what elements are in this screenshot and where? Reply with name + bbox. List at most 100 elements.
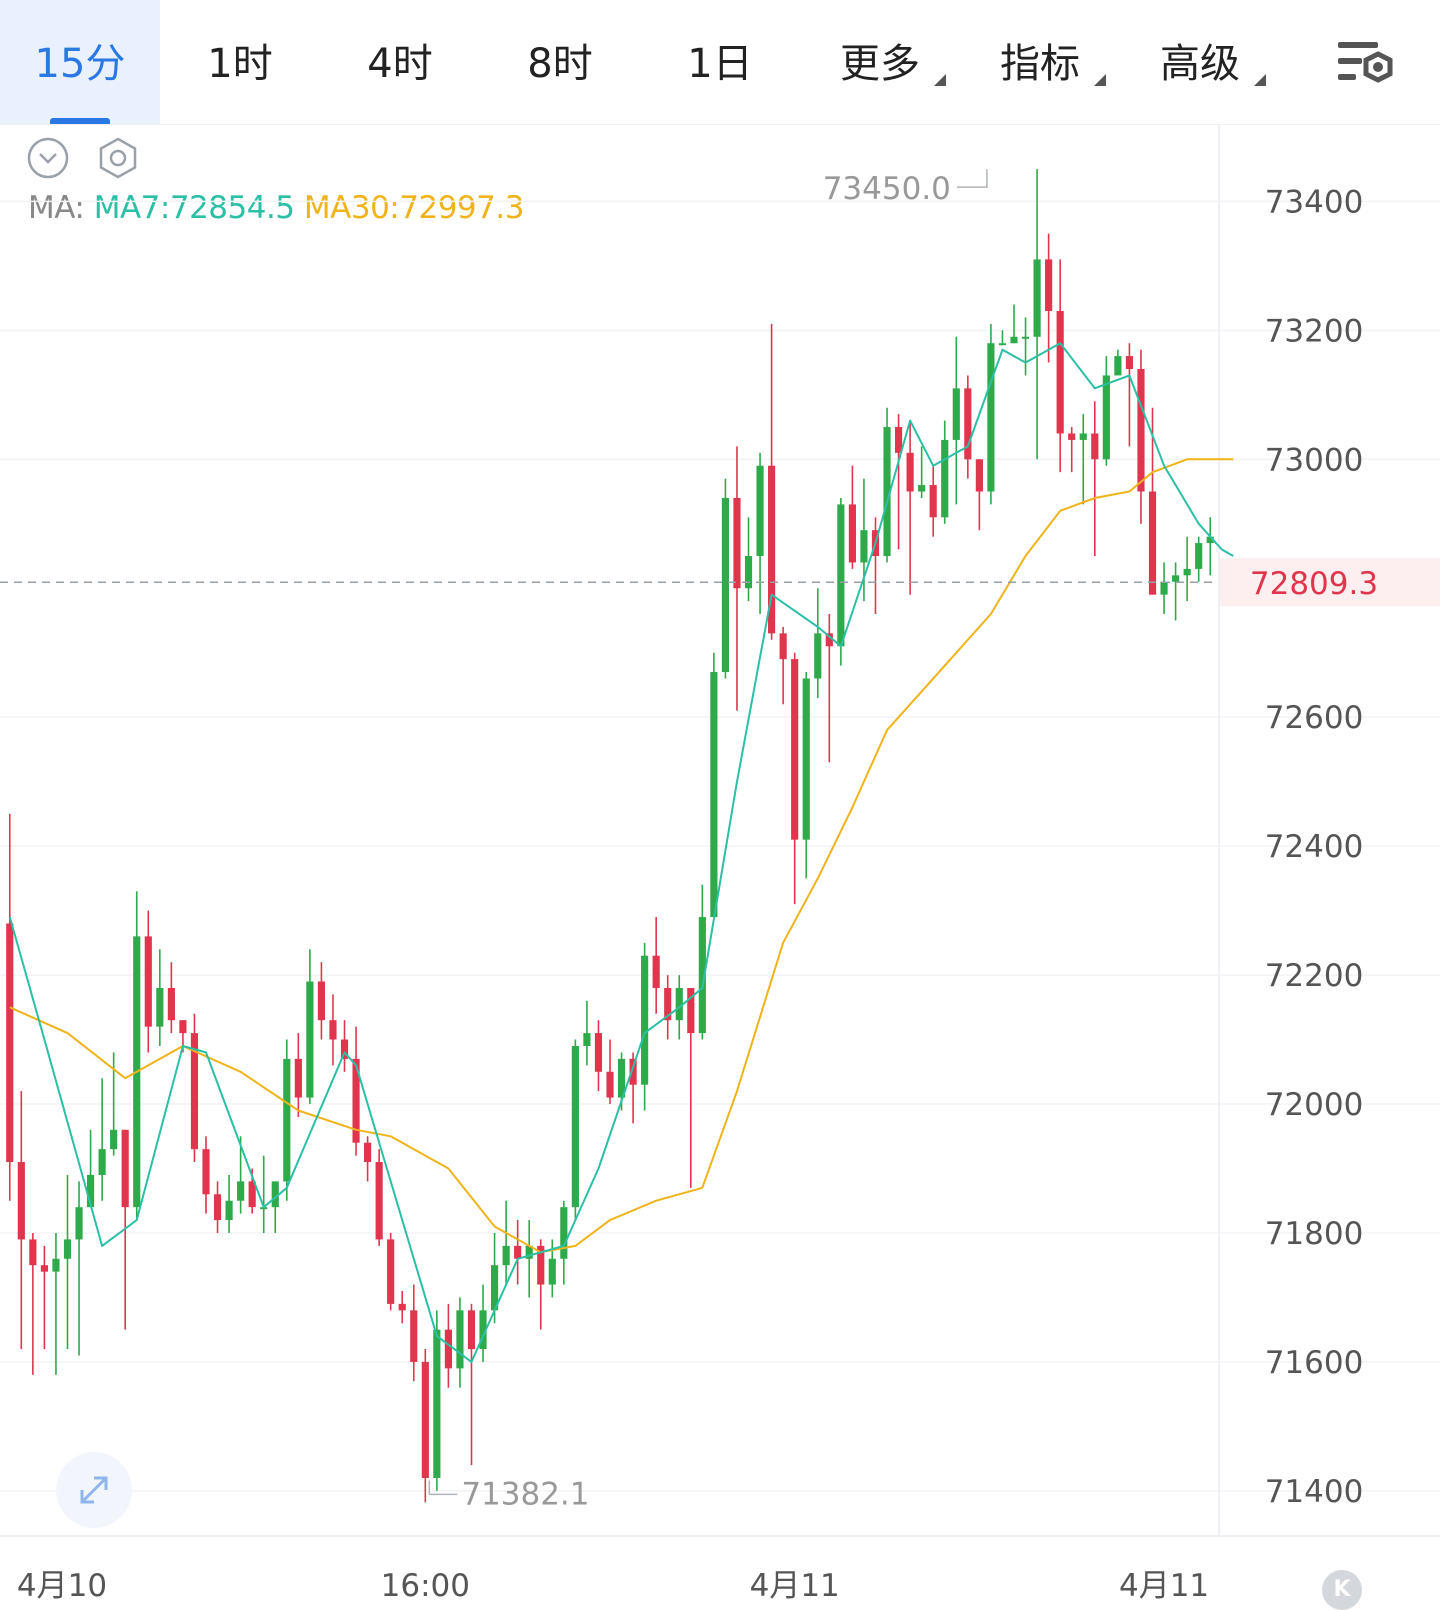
interval-tab-bar: 15分 1时 4时 8时 1日 更多 指标 高级 xyxy=(0,0,1440,125)
candle-body xyxy=(433,1329,441,1478)
ma7-value: MA7:72854.5 xyxy=(93,190,295,226)
expand-chart-button[interactable] xyxy=(56,1452,132,1528)
last-price-label: 72809.3 xyxy=(1250,566,1378,602)
candle-body xyxy=(837,504,845,647)
high-price-label: 73450.0 xyxy=(823,171,951,207)
candle-body xyxy=(6,923,14,1163)
candle-body xyxy=(121,1129,129,1208)
tab-15min[interactable]: 15分 xyxy=(0,0,160,124)
candle-body xyxy=(490,1265,499,1311)
candle-body xyxy=(814,633,822,679)
candle-body xyxy=(421,1361,429,1478)
candle-body xyxy=(998,343,1007,346)
candle-body xyxy=(1206,536,1214,544)
candle-body xyxy=(687,987,695,1034)
candle-body xyxy=(768,465,776,634)
low-price-label: 71382.1 xyxy=(461,1476,589,1512)
candle-body xyxy=(29,1239,37,1266)
indicator-settings-button[interactable] xyxy=(96,136,140,180)
candle-body xyxy=(964,388,972,460)
candle-body xyxy=(1091,433,1099,460)
candle-body xyxy=(352,1058,360,1143)
candle-body xyxy=(791,659,799,840)
ma-label: MA: xyxy=(28,190,85,226)
y-tick-label: 73000 xyxy=(1265,442,1364,478)
candle-body xyxy=(1045,259,1053,311)
candle-body xyxy=(525,1245,533,1259)
last-price-tag xyxy=(1220,558,1440,607)
candle-body xyxy=(721,497,730,673)
candle-body xyxy=(375,1162,383,1240)
ma-legend: MA: MA7:72854.5 MA30:72997.3 xyxy=(28,190,524,226)
candle-body xyxy=(733,497,741,589)
candle-body xyxy=(248,1181,256,1208)
candle-body xyxy=(975,459,983,492)
candle-body xyxy=(294,1058,302,1098)
candle-body xyxy=(190,1033,199,1150)
ma30-value: MA30:72997.3 xyxy=(303,190,525,226)
candle-body xyxy=(1195,543,1203,569)
tab-more[interactable]: 更多 xyxy=(810,0,950,124)
tab-label: 4时 xyxy=(367,41,433,87)
tab-1d[interactable]: 1日 xyxy=(640,0,800,124)
candle-body xyxy=(340,1039,349,1059)
tab-label: 高级 xyxy=(1160,41,1240,87)
candle-body xyxy=(1148,491,1157,595)
tab-label: 8时 xyxy=(527,41,593,87)
candle-body xyxy=(710,672,718,918)
price-grid: 73400 73200 73000 72600 72400 72200 72000 71800… xyxy=(0,124,1440,1537)
candle-body xyxy=(571,1045,579,1208)
candle-body xyxy=(952,388,960,440)
candle-body xyxy=(410,1310,418,1362)
candle-body xyxy=(52,1258,60,1272)
candle-body xyxy=(583,1033,591,1046)
candle-body xyxy=(894,427,903,453)
tab-4h[interactable]: 4时 xyxy=(320,0,480,124)
candle-body xyxy=(364,1142,372,1163)
chevron-down-circle-icon xyxy=(27,137,69,179)
brand-logo: K xyxy=(1322,1570,1362,1610)
expand-arrows-icon xyxy=(80,1476,108,1504)
x-tick-label: 4月11 xyxy=(750,1568,840,1600)
candle-body xyxy=(860,530,868,563)
x-tick-label: 4月10 xyxy=(17,1568,107,1600)
dropdown-corner-icon xyxy=(1094,74,1106,86)
tab-label: 1时 xyxy=(207,41,273,87)
x-tick-label: 4月11 xyxy=(1119,1568,1209,1600)
candle-body xyxy=(398,1303,406,1311)
candle-body xyxy=(225,1200,233,1221)
candle-body xyxy=(1114,356,1122,376)
tab-indicators[interactable]: 指标 xyxy=(970,0,1110,124)
chart-settings-button[interactable] xyxy=(1336,38,1400,94)
tab-label: 指标 xyxy=(1000,41,1080,87)
candle-body xyxy=(664,987,672,1021)
candle-body xyxy=(1056,310,1064,434)
tab-1h[interactable]: 1时 xyxy=(160,0,320,124)
candle-body xyxy=(987,343,995,492)
tab-8h[interactable]: 8时 xyxy=(480,0,640,124)
candlestick-chart: 73400 73200 73000 72600 72400 72200 72000 71800… xyxy=(0,124,1440,1600)
candle-body xyxy=(641,955,649,1085)
active-tab-indicator xyxy=(50,118,110,124)
candle-body xyxy=(918,485,926,492)
candle-body xyxy=(1102,375,1110,460)
candle-body xyxy=(1125,356,1134,370)
tab-advanced[interactable]: 高级 xyxy=(1130,0,1270,124)
y-tick-label: 71400 xyxy=(1265,1474,1364,1510)
candle-body xyxy=(537,1245,545,1285)
candle-body xyxy=(317,981,326,1021)
candle-body xyxy=(283,1058,291,1182)
candle-body xyxy=(1010,336,1018,344)
candle-body xyxy=(329,1020,337,1040)
candle-body xyxy=(548,1258,556,1285)
tab-label: 更多 xyxy=(840,41,920,87)
candle-body xyxy=(929,485,937,518)
candle-body xyxy=(306,981,314,1098)
collapse-legend-button[interactable] xyxy=(26,136,70,180)
candle-body xyxy=(883,427,891,556)
candles xyxy=(6,169,1214,1503)
candle-body xyxy=(779,633,787,660)
candle-body xyxy=(652,955,660,988)
y-tick-label: 72000 xyxy=(1265,1087,1364,1123)
candle-body xyxy=(756,465,764,556)
